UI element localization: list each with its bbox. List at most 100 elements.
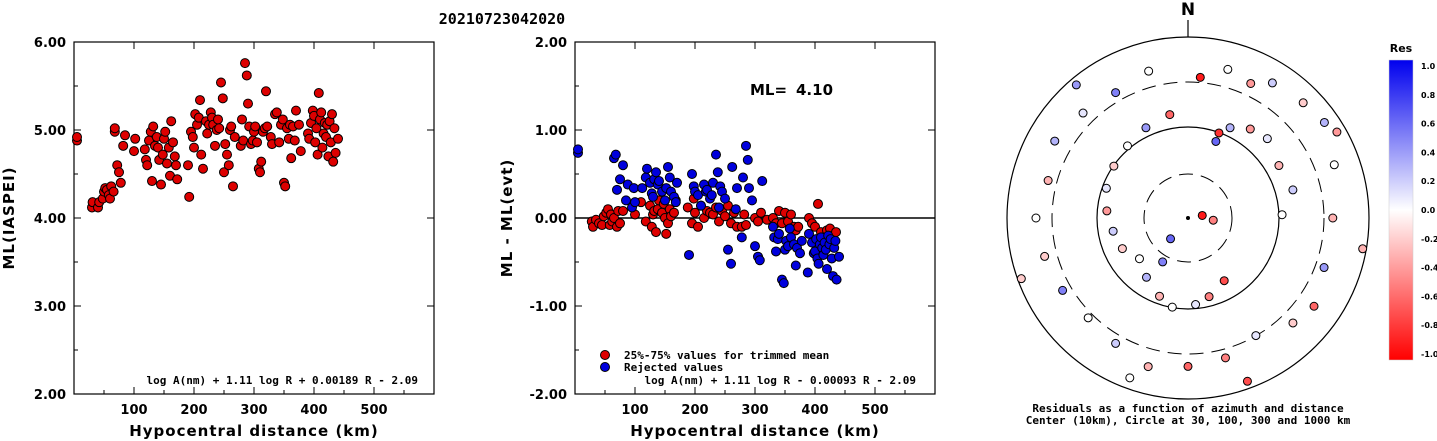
colorbar-title: Res [1390,42,1413,55]
data-point [804,228,814,239]
data-point [216,77,226,88]
station-marker [1223,64,1233,74]
data-point [198,163,208,174]
data-point [786,209,796,220]
station-marker [1071,80,1081,90]
annotation-1: log A(nm) + 1.11 log R + 0.00189 R - 2.0… [146,374,418,387]
station-marker [1016,274,1026,284]
data-point [618,160,628,171]
caption-line-2: Center (10km), Circle at 30, 100, 300 an… [1026,414,1351,427]
data-point [289,135,300,146]
data-point [651,227,661,238]
data-point [219,167,229,178]
x-axis-label-2: Hypocentral distance (km) [630,422,880,440]
data-point [774,228,784,239]
axis-ticks-1: 100 200 300 400 500 2.00 3.00 4.00 5.00 6.00 [34,36,434,418]
data-point [642,163,652,174]
data-point [168,137,178,148]
data-point [153,142,163,153]
station-marker [1078,108,1088,118]
data-point [744,183,754,194]
y-axis-label-1: ML(IASPEI) [0,166,18,269]
station-marker [1251,331,1261,341]
data-point [742,154,753,165]
colorbar-tick-label: 0.8 [1421,91,1436,100]
data-point [615,218,625,229]
north-label: N [1181,0,1195,20]
colorbar-gradient [1388,59,1414,361]
colorbar-tick-label: -0.2 [1421,235,1437,244]
station-marker [1225,123,1235,133]
data-point [784,223,795,234]
y-tick-label: 4.00 [34,212,66,227]
station-marker [1309,301,1319,311]
data-point [294,119,304,130]
data-point [311,123,322,134]
colorbar-tick-label: -0.8 [1421,321,1437,330]
station-marker [1040,251,1050,261]
x-tick-label: 400 [801,403,828,418]
data-point [720,211,730,222]
data-point [790,260,801,271]
station-marker [1101,183,1111,193]
data-point [730,204,741,215]
station-marker [1123,141,1133,151]
data-point [612,184,622,195]
station-marker [1191,300,1201,310]
colorbar-tick-label: 0.0 [1421,206,1436,215]
colorbar-tick-label: 0.2 [1421,177,1435,186]
data-point [628,183,639,194]
y-tick-label: 0.00 [535,212,567,227]
station-marker [1102,206,1112,216]
station-marker [1267,78,1277,88]
data-point [223,160,234,171]
data-point [328,156,339,167]
data-point [726,258,736,269]
x-tick-label: 300 [240,403,267,418]
ring-30km [1143,173,1233,263]
colorbar-tick-label: -1.0 [1421,350,1437,359]
data-point [739,209,750,220]
x-tick-label: 500 [861,403,888,418]
station-marker [1043,176,1053,186]
y-axis-label-2: ML - ML(evt) [498,159,516,277]
colorbar-ticks: 1.0 0.8 0.6 0.4 0.2 0.0 -0.2 -0.4 -0.6 -0.8 -1.0 [1421,62,1437,359]
station-marker [1144,66,1154,76]
data-point [210,140,220,151]
legend-marker-trimmed [600,350,610,360]
data-point [240,58,250,69]
data-point [615,174,625,185]
station-marker [1332,127,1342,137]
plot-frame-1 [73,41,435,395]
station-marker [1358,244,1368,254]
data-point [255,167,265,178]
data-point [222,149,232,160]
data-point [280,181,291,192]
data-point [115,177,126,188]
data-point [142,160,153,171]
data-point [295,146,306,157]
data-point [148,121,159,132]
data-point [171,160,181,171]
ring-300km [1051,81,1325,355]
data-point [831,274,842,285]
data-point [813,198,823,209]
data-point [329,123,340,134]
data-point [750,241,760,252]
data-point [738,172,748,183]
data-point [754,255,765,266]
data-point [114,167,124,178]
data-point [756,207,766,218]
data-point [727,161,738,172]
data-point [741,220,751,231]
data-point [271,107,282,118]
station-marker [1141,272,1151,282]
colorbar-tick-label: -0.6 [1421,292,1437,301]
station-marker [1262,134,1272,144]
station-marker [1134,254,1144,264]
station-marker [1158,257,1168,267]
axis-ticks-2: 100 200 300 400 500 -2.00 -1.00 0.00 1.00 2.00 [530,36,935,418]
station-marker [1298,98,1308,108]
data-point [129,146,139,157]
colorbar-tick-label: 0.4 [1421,148,1436,157]
